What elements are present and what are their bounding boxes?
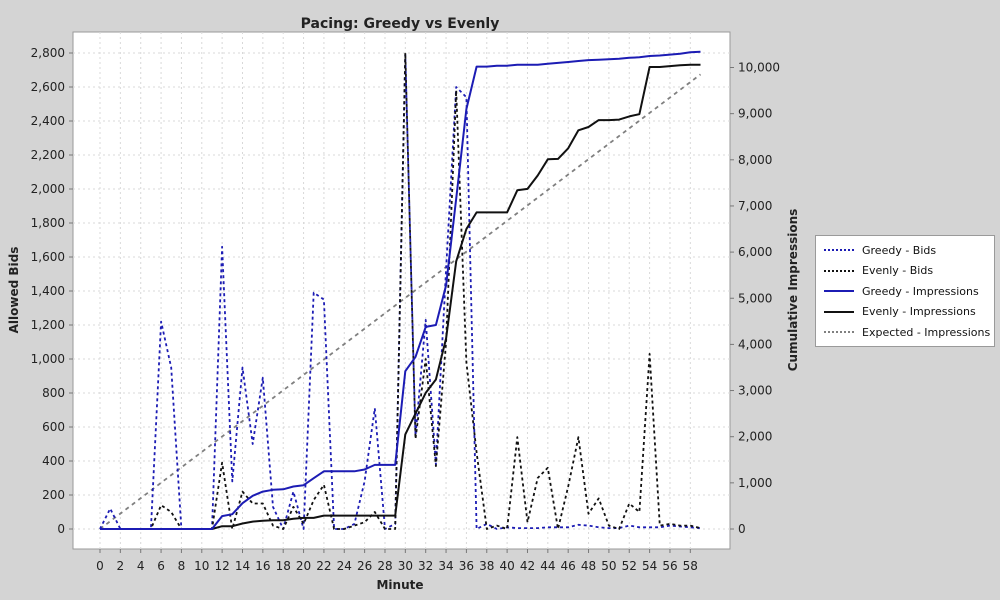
legend-label: Evenly - Impressions: [862, 305, 976, 319]
legend-item-evenly-bids: Evenly - Bids: [816, 261, 994, 282]
legend-label: Greedy - Bids: [862, 243, 937, 257]
y-left-tick-label: 2,200: [31, 148, 65, 162]
y-left-tick-label: 2,600: [31, 80, 65, 94]
x-tick-label: 32: [418, 559, 433, 573]
legend: Greedy - Bids Evenly - Bids Greedy - Impre…: [815, 235, 995, 347]
y-left-tick-label: 2,000: [31, 182, 65, 196]
legend-swatch: [824, 331, 854, 334]
x-tick-label: 42: [520, 559, 535, 573]
x-tick-label: 16: [255, 559, 270, 573]
y-right-tick-label: 7,000: [738, 199, 772, 213]
y-left-tick-label: 200: [42, 488, 65, 502]
x-tick-label: 54: [642, 559, 657, 573]
legend-swatch: [824, 249, 854, 252]
x-axis-label: Minute: [376, 578, 423, 592]
grid: [73, 32, 730, 549]
y-right-tick-label: 3,000: [738, 384, 772, 398]
y-right-tick-label: 1,000: [738, 476, 772, 490]
x-tick-label: 30: [398, 559, 413, 573]
x-tick-label: 4: [137, 559, 145, 573]
legend-swatch: [824, 310, 854, 313]
y-left-tick-label: 800: [42, 386, 65, 400]
legend-label: Expected - Impressions: [862, 325, 991, 339]
x-tick-label: 18: [276, 559, 291, 573]
y-left-tick-label: 1,400: [31, 284, 65, 298]
x-tick-label: 38: [479, 559, 494, 573]
x-tick-label: 0: [96, 559, 104, 573]
x-tick-label: 46: [561, 559, 576, 573]
y-right-tick-label: 6,000: [738, 245, 772, 259]
y-left-tick-label: 1,200: [31, 318, 65, 332]
legend-swatch: [824, 290, 854, 293]
x-tick-label: 36: [459, 559, 474, 573]
x-tick-label: 14: [235, 559, 250, 573]
y-left-tick-label: 1,800: [31, 216, 65, 230]
legend-label: Evenly - Bids: [862, 264, 934, 278]
legend-swatch: [824, 269, 854, 272]
y-right-tick-label: 0: [738, 522, 746, 536]
x-tick-label: 10: [194, 559, 209, 573]
y-right-tick-label: 10,000: [738, 61, 780, 75]
axes: 02004006008001,0001,2001,4001,6001,8002,…: [31, 46, 780, 573]
y-left-tick-label: 0: [57, 522, 65, 536]
x-tick-label: 12: [214, 559, 229, 573]
series-greedy-impressions: [100, 50, 701, 530]
y-left-tick-label: 2,800: [31, 46, 65, 60]
legend-item-evenly-impressions: Evenly - Impressions: [816, 302, 994, 323]
x-tick-label: 58: [683, 559, 698, 573]
x-tick-label: 56: [662, 559, 677, 573]
x-tick-label: 50: [601, 559, 616, 573]
x-tick-label: 34: [438, 559, 453, 573]
y-left-tick-label: 1,600: [31, 250, 65, 264]
x-tick-label: 22: [316, 559, 331, 573]
x-tick-label: 24: [337, 559, 352, 573]
y-left-tick-label: 2,400: [31, 114, 65, 128]
x-tick-label: 8: [178, 559, 186, 573]
legend-item-greedy-impressions: Greedy - Impressions: [816, 281, 994, 302]
y-axis-right-label: Cumulative Impressions: [786, 209, 800, 372]
legend-item-expected-impressions: Expected - Impressions: [816, 322, 994, 343]
series-layer: [99, 50, 702, 530]
x-tick-label: 44: [540, 559, 555, 573]
y-left-tick-label: 600: [42, 420, 65, 434]
chart-title: Pacing: Greedy vs Evenly: [301, 16, 500, 32]
y-right-tick-label: 4,000: [738, 337, 772, 351]
y-left-tick-label: 1,000: [31, 352, 65, 366]
x-tick-label: 2: [117, 559, 125, 573]
x-tick-label: 26: [357, 559, 372, 573]
x-tick-label: 20: [296, 559, 311, 573]
y-right-tick-label: 8,000: [738, 153, 772, 167]
x-tick-label: 40: [499, 559, 514, 573]
x-tick-label: 6: [157, 559, 165, 573]
legend-item-greedy-bids: Greedy - Bids: [816, 240, 994, 261]
x-tick-label: 48: [581, 559, 596, 573]
x-tick-label: 28: [377, 559, 392, 573]
y-right-tick-label: 9,000: [738, 107, 772, 121]
y-right-tick-label: 2,000: [738, 430, 772, 444]
y-left-tick-label: 400: [42, 454, 65, 468]
x-tick-label: 52: [622, 559, 637, 573]
legend-label: Greedy - Impressions: [862, 284, 979, 298]
y-right-tick-label: 5,000: [738, 291, 772, 305]
y-axis-left-label: Allowed Bids: [7, 247, 21, 334]
